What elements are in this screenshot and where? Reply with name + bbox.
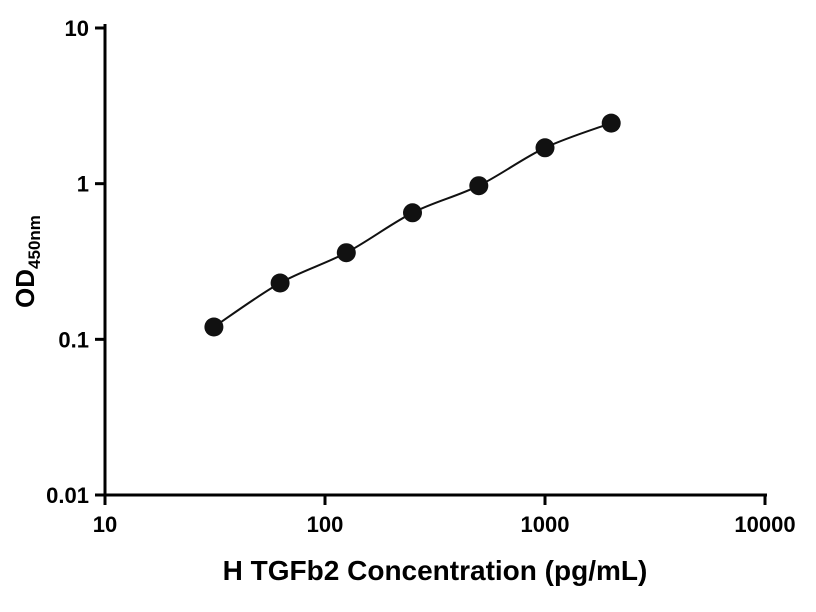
x-tick-label: 1000 xyxy=(521,512,570,537)
data-point xyxy=(336,243,356,263)
x-tick-label: 100 xyxy=(307,512,344,537)
data-point xyxy=(535,138,555,158)
x-axis-title: H TGFb2 Concentration (pg/mL) xyxy=(223,555,648,586)
y-tick-label: 10 xyxy=(65,16,89,41)
data-point xyxy=(204,317,224,337)
x-tick-label: 10 xyxy=(93,512,117,537)
y-tick-label: 1 xyxy=(77,172,89,197)
y-tick-label: 0.01 xyxy=(46,483,89,508)
data-point xyxy=(270,273,290,293)
data-point xyxy=(403,203,422,223)
data-point xyxy=(469,176,489,196)
x-tick-label: 10000 xyxy=(734,512,795,537)
y-axis-title: OD450nm xyxy=(10,215,44,308)
data-point xyxy=(601,113,621,133)
y-tick-label: 0.1 xyxy=(58,327,89,352)
